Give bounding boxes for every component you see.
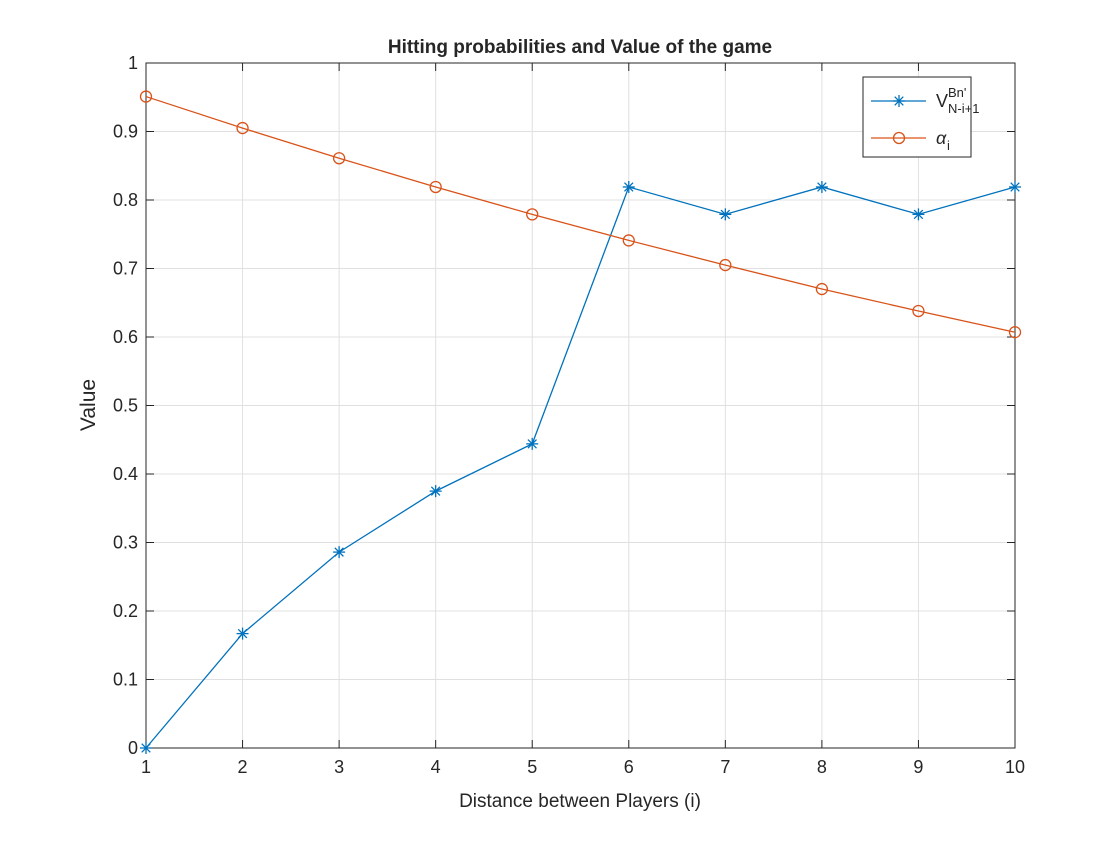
y-tick-label: 0.2	[113, 601, 138, 621]
y-tick-label: 0.8	[113, 190, 138, 210]
series-1-point-stroke	[237, 628, 248, 639]
x-tick-label: 8	[817, 757, 827, 777]
legend: V Bn'N-i+1α i	[862, 76, 979, 158]
series-2-point	[429, 180, 442, 194]
series-2-point	[1008, 326, 1022, 339]
y-tick-label: 0	[128, 738, 138, 758]
legend-label-2: α	[936, 128, 947, 148]
x-tick-label: 5	[527, 757, 537, 777]
y-tick-label: 1	[128, 53, 138, 73]
x-axis-label: Distance between Players (i)	[459, 791, 701, 812]
x-tick-label: 7	[720, 757, 730, 777]
legend-marker-2	[892, 131, 906, 145]
x-tick-label: 9	[913, 757, 923, 777]
series-2-point	[622, 234, 635, 247]
x-tick-label: 3	[334, 757, 344, 777]
series-1-point	[622, 180, 635, 193]
legend-box	[862, 76, 972, 158]
series-1-point	[236, 627, 249, 640]
series-1-line	[145, 186, 1016, 749]
y-axis-label: Value	[77, 379, 100, 431]
y-tick-label: 0.1	[113, 670, 138, 690]
series-2-point	[236, 121, 249, 135]
legend-label-2-subscript: i	[947, 138, 950, 153]
series-1-point	[1009, 180, 1021, 193]
series-1-point	[719, 208, 732, 221]
series-1-point-stroke	[430, 486, 441, 496]
series-1-point	[526, 437, 539, 450]
y-tick-label: 0.7	[113, 259, 138, 279]
legend-marker-1-stroke	[894, 96, 904, 106]
chart-title: Hitting probabilities and Value of the g…	[388, 37, 772, 58]
series-1-point	[333, 546, 346, 559]
y-tick-label: 0.6	[113, 327, 138, 347]
y-tick-label: 0.5	[113, 396, 138, 416]
series-1-point	[140, 742, 152, 754]
series-1-point-stroke	[817, 182, 827, 192]
x-tick-label: 1	[141, 757, 151, 777]
series-2-point	[332, 152, 346, 165]
series-1-point	[912, 208, 925, 221]
series-1-point-stroke	[1010, 182, 1020, 192]
series-2-point	[815, 282, 829, 296]
y-tick-label: 0.9	[113, 122, 138, 142]
series-1-point-stroke	[720, 209, 731, 220]
series-1-point	[815, 180, 828, 193]
series-1	[140, 180, 1021, 754]
series-2-point	[139, 90, 153, 103]
legend-label-1-subscript: N-i+1	[948, 101, 979, 116]
series-1-point-stroke	[141, 743, 151, 753]
series-2-point	[719, 258, 732, 272]
legend-entry-1: V Bn'N-i+1	[871, 85, 979, 116]
ticks: 1 2 3 4 5 6 7 8 9 10 0 0.1 0.2 0.3 0.4 0.5 0.6 0.7 0.8 0.9 1	[113, 53, 1025, 777]
y-tick-label: 0.4	[113, 464, 138, 484]
series-1-point-stroke	[334, 547, 344, 557]
x-tick-label: 6	[624, 757, 634, 777]
series-2-line	[145, 95, 1016, 333]
x-tick-label: 4	[431, 757, 441, 777]
series-1-point-stroke	[624, 182, 634, 192]
series-2	[139, 90, 1022, 339]
legend-label-1-superscript: Bn'	[948, 85, 966, 100]
legend-marker-1	[893, 95, 905, 107]
series-1-point	[429, 485, 442, 498]
series-2-point	[526, 208, 539, 221]
series-2-point	[912, 304, 925, 318]
series	[139, 90, 1022, 754]
series-1-point-stroke	[913, 209, 924, 220]
x-tick-label: 10	[1005, 757, 1025, 777]
x-tick-label: 2	[238, 757, 248, 777]
series-1-point-stroke	[527, 439, 537, 449]
y-tick-label: 0.3	[113, 533, 138, 553]
legend-label-1: V	[936, 91, 948, 111]
